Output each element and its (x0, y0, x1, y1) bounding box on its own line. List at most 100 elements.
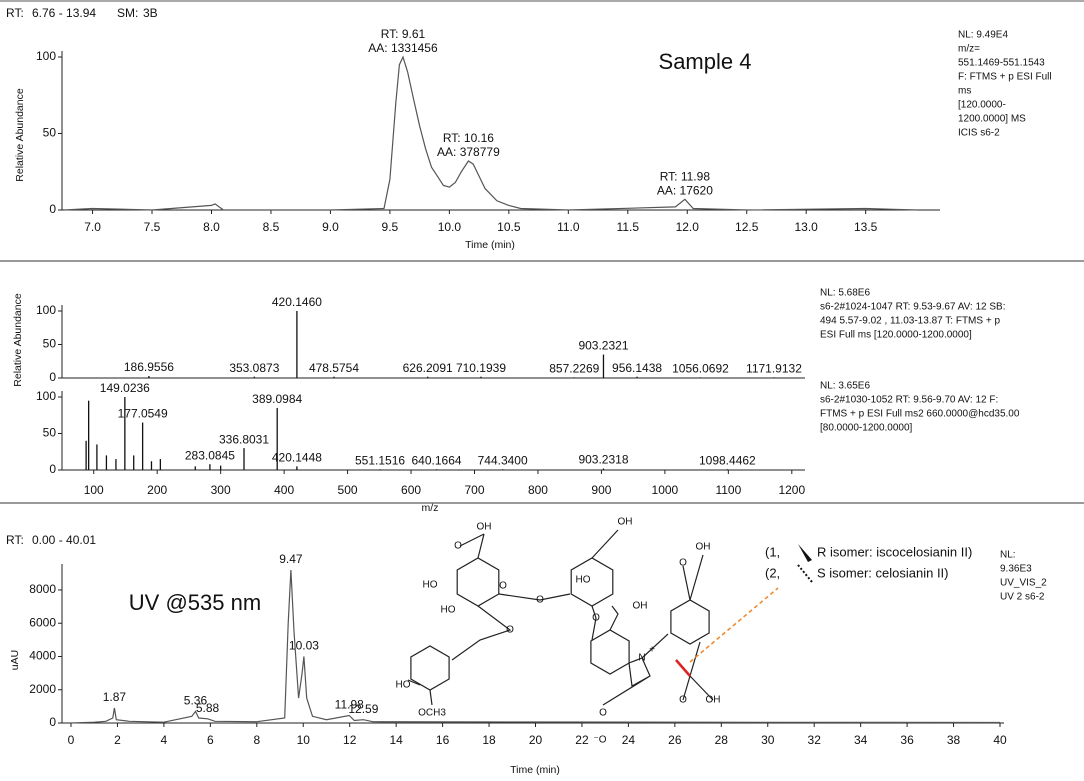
wedge-bond (798, 544, 812, 562)
peak-label: 903.2318 (578, 453, 628, 467)
isomer-note: (2, (765, 565, 780, 580)
x-tick-label: 12 (343, 733, 357, 747)
chart-title: UV @535 nm (129, 590, 261, 615)
x-tick-label: 10 (297, 733, 311, 747)
x-tick-label: 200 (147, 483, 167, 497)
peak-annotation: AA: 1331456 (368, 41, 438, 55)
x-tick-label: 8.5 (263, 220, 280, 234)
x-tick-label: 26 (668, 733, 682, 747)
x-tick-label: 0 (68, 733, 75, 747)
ring (670, 599, 710, 645)
x-tick-label: 11.5 (617, 220, 640, 234)
info-text: 551.1469-551.1543 (958, 58, 1045, 69)
chart-title: Sample 4 (659, 49, 752, 74)
header-text: 3B (143, 6, 158, 20)
x-axis-label: Time (min) (510, 764, 560, 776)
y-tick-label: 6000 (29, 615, 56, 629)
x-tick-label: 32 (808, 733, 822, 747)
peak-label: 626.2091 (403, 361, 453, 375)
info-text: UV 2 s6-2 (1000, 592, 1045, 603)
structure-label: O (592, 613, 600, 624)
x-tick-label: 13.5 (854, 220, 878, 234)
peak-label: 1056.0692 (672, 362, 729, 376)
y-tick-label: 0 (49, 370, 56, 384)
y-tick-label: 4000 (29, 649, 56, 663)
peak-annotation: AA: 378779 (437, 145, 500, 159)
y-tick-label: 0 (49, 715, 56, 729)
x-tick-label: 24 (622, 733, 636, 747)
structure-label: OH (696, 542, 711, 553)
info-text: NL: 9.49E4 (958, 30, 1008, 41)
peak-label: 956.1438 (612, 361, 662, 375)
y-tick-label: 8000 (29, 582, 56, 596)
peak-label: 389.0984 (252, 392, 302, 406)
peak-label: 420.1460 (272, 295, 322, 309)
x-tick-label: 11.0 (557, 220, 580, 234)
header-text: SM: (117, 6, 138, 20)
structure-label: OH (633, 601, 648, 612)
peak-label: 5.36 (184, 694, 208, 708)
x-axis-label: Time (min) (465, 239, 515, 251)
peak-label: 857.2269 (549, 362, 599, 376)
isomer-note: R isomer: iscocelosianin II) (817, 544, 972, 559)
y-tick-label: 0 (49, 202, 56, 216)
peak-label: 1171.9132 (746, 362, 802, 376)
isomer-note: S isomer: celosianin II) (817, 565, 949, 580)
peak-label: 9.47 (279, 552, 303, 566)
x-tick-label: 9.0 (322, 220, 339, 234)
x-tick-label: 100 (84, 483, 104, 497)
x-tick-label: 9.5 (382, 220, 399, 234)
stereo-bond (675, 659, 691, 677)
peak-annotation: RT: 10.16 (443, 131, 494, 145)
x-tick-label: 30 (761, 733, 775, 747)
info-text: UV_VIS_2 (1000, 578, 1047, 589)
structure-label: OCH3 (418, 708, 446, 719)
structure-label: HO (441, 605, 456, 616)
info-text: m/z= (958, 44, 980, 55)
trace (70, 569, 1001, 724)
peak-annotation: RT: 11.98 (660, 169, 711, 183)
x-tick-label: 900 (591, 483, 611, 497)
structure-label: O (506, 625, 514, 636)
x-tick-label: 20 (529, 733, 543, 747)
peak-label: 149.0236 (100, 381, 150, 395)
info-text: F: FTMS + p ESI Full (958, 72, 1052, 83)
x-tick-label: 34 (854, 733, 868, 747)
peak-label: 744.3400 (478, 453, 528, 467)
x-tick-label: 700 (464, 483, 484, 497)
x-tick-label: 36 (900, 733, 914, 747)
x-tick-label: 18 (482, 733, 496, 747)
peak-label: 551.1516 (355, 453, 405, 467)
x-tick-label: 300 (211, 483, 231, 497)
peak-label: 353.0873 (229, 361, 279, 375)
structure-label: O (536, 595, 544, 606)
structure-label: O (679, 558, 687, 569)
x-tick-label: 1200 (778, 483, 805, 497)
x-tick-label: 500 (338, 483, 358, 497)
x-tick-label: 22 (575, 733, 589, 747)
info-text: s6-2#1024-1047 RT: 9.53-9.67 AV: 12 SB: (820, 302, 1006, 313)
peak-label: 186.9556 (124, 360, 174, 374)
peak-annotation: RT: 9.61 (381, 27, 426, 41)
peak-label: 12.59 (348, 702, 378, 716)
header-text: RT: (6, 533, 24, 547)
info-text: 1200.0000] MS (958, 114, 1026, 125)
x-tick-label: 6 (207, 733, 214, 747)
structure-label: HO (423, 580, 438, 591)
y-tick-label: 50 (43, 426, 57, 440)
info-text: [80.0000-1200.0000] (820, 423, 913, 434)
y-axis-label: uAU (9, 650, 21, 670)
info-text: FTMS + p ESI Full ms2 660.0000@hcd35.00 (820, 409, 1020, 420)
x-tick-label: 40 (993, 733, 1007, 747)
peak-label: 478.5754 (309, 361, 359, 375)
info-text: ms (958, 86, 971, 97)
info-text: NL: 5.68E6 (820, 288, 870, 299)
structure-label: OH (706, 695, 721, 706)
peak-label: 903.2321 (578, 339, 628, 353)
peak-label: 336.8031 (219, 432, 269, 446)
peak-label: 11.98 (335, 698, 364, 712)
peak-label: 640.1664 (411, 453, 461, 467)
y-tick-label: 0 (49, 462, 56, 476)
x-tick-label: 8.0 (203, 220, 220, 234)
